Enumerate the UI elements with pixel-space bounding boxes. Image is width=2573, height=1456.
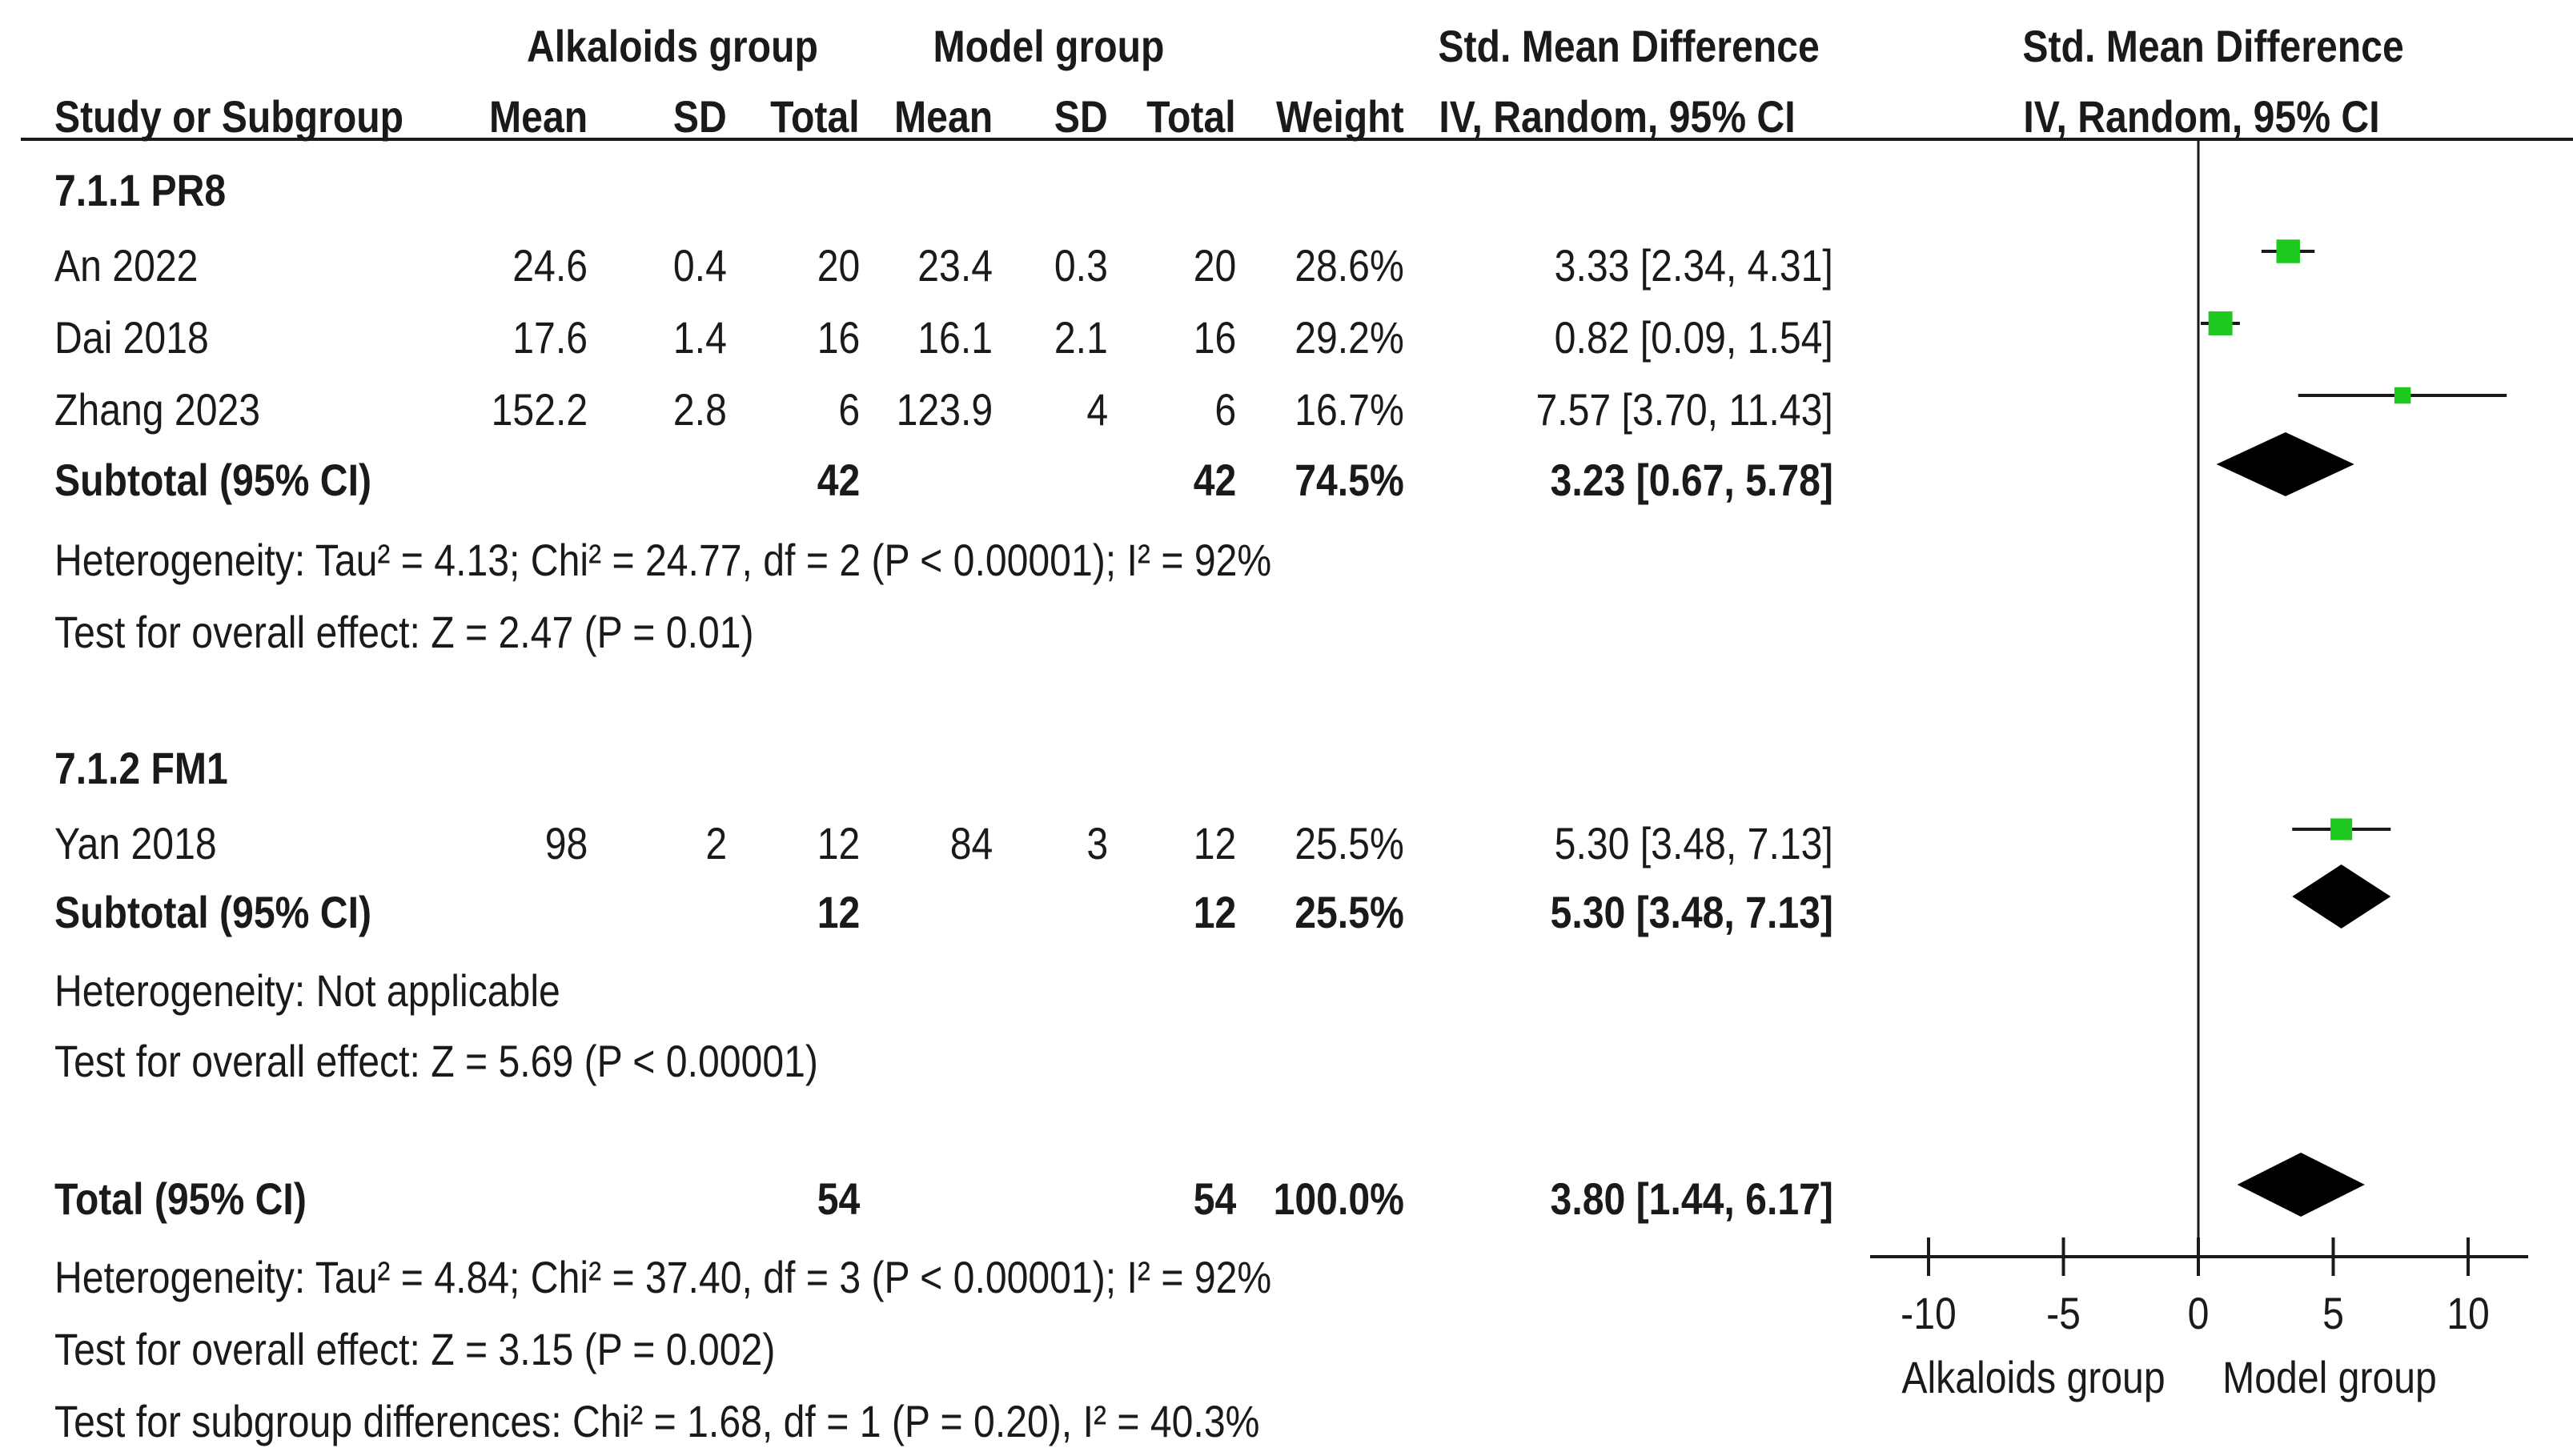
- n2: 16: [1193, 312, 1236, 363]
- weight: 25.5%: [1295, 818, 1404, 868]
- x-tick-label: -5: [2046, 1290, 2081, 1339]
- mean2: 16.1: [917, 312, 993, 363]
- col-total2: Total: [1146, 91, 1236, 142]
- ci: 3.33 [2.34, 4.31]: [1554, 240, 1833, 291]
- overall-effect-total: Test for overall effect: Z = 3.15 (P = 0…: [54, 1324, 776, 1374]
- x-tick-label: -10: [1901, 1290, 1957, 1339]
- x-tick-label: 5: [2322, 1290, 2344, 1339]
- plot-method: IV, Random, 95% CI: [2023, 91, 2380, 142]
- mean2: 23.4: [917, 240, 993, 291]
- smd-header: Std. Mean Difference: [1438, 21, 1820, 71]
- total-n1: 54: [817, 1173, 860, 1224]
- axis-right-label: Model group: [2222, 1354, 2437, 1403]
- summary-diamond: [2292, 864, 2391, 929]
- study-square: [2330, 818, 2353, 840]
- subgroup1-title: 7.1.1 PR8: [54, 165, 227, 215]
- subtotal-weight: 74.5%: [1295, 455, 1404, 505]
- axis-left-label: Alkaloids group: [1901, 1354, 2165, 1403]
- subtotal-ci: 5.30 [3.48, 7.13]: [1550, 887, 1833, 937]
- sd1: 0.4: [673, 240, 727, 291]
- subgroup-differences: Test for subgroup differences: Chi² = 1.…: [54, 1396, 1260, 1446]
- heterogeneity-total: Heterogeneity: Tau² = 4.84; Chi² = 37.40…: [54, 1252, 1272, 1302]
- weight: 28.6%: [1295, 240, 1404, 291]
- study-square: [2208, 311, 2233, 335]
- mean1: 152.2: [491, 384, 588, 435]
- x-tick-label: 10: [2447, 1290, 2490, 1339]
- col-total1: Total: [770, 91, 860, 142]
- x-tick-label: 0: [2188, 1290, 2210, 1339]
- sd2: 4: [1086, 384, 1108, 435]
- study-name: Dai 2018: [54, 312, 209, 363]
- study-square: [2276, 239, 2300, 263]
- overall-effect-2: Test for overall effect: Z = 5.69 (P < 0…: [54, 1036, 818, 1086]
- total-n2: 54: [1193, 1173, 1236, 1224]
- total-label: Total (95% CI): [54, 1173, 307, 1224]
- subtotal-n1: 12: [817, 887, 860, 937]
- subtotal-weight: 25.5%: [1295, 887, 1404, 937]
- n2: 20: [1193, 240, 1236, 291]
- sd2: 2.1: [1054, 312, 1108, 363]
- smd-method: IV, Random, 95% CI: [1439, 91, 1796, 142]
- n2: 12: [1193, 818, 1236, 868]
- heterogeneity-2: Heterogeneity: Not applicable: [54, 965, 560, 1016]
- overall-effect-1: Test for overall effect: Z = 2.47 (P = 0…: [54, 607, 754, 657]
- sd2: 0.3: [1054, 240, 1108, 291]
- col-study: Study or Subgroup: [54, 91, 404, 142]
- col-sd1: SD: [673, 91, 727, 142]
- mean1: 24.6: [512, 240, 588, 291]
- weight: 16.7%: [1295, 384, 1404, 435]
- col-sd2: SD: [1054, 91, 1108, 142]
- group1-header: Alkaloids group: [527, 21, 818, 71]
- col-weight: Weight: [1276, 91, 1404, 142]
- ci: 5.30 [3.48, 7.13]: [1554, 818, 1833, 868]
- study-square: [2394, 387, 2411, 404]
- study-name: Zhang 2023: [54, 384, 261, 435]
- mean1: 98: [544, 818, 588, 868]
- subtotal-n2: 42: [1193, 455, 1236, 505]
- n1: 16: [817, 312, 860, 363]
- mean1: 17.6: [512, 312, 588, 363]
- mean2: 84: [949, 818, 993, 868]
- summary-diamond: [2237, 1153, 2365, 1217]
- study-name: Yan 2018: [54, 818, 217, 868]
- subtotal-label: Subtotal (95% CI): [54, 887, 372, 937]
- group2-header: Model group: [933, 21, 1165, 71]
- weight: 29.2%: [1295, 312, 1404, 363]
- sd1: 1.4: [673, 312, 727, 363]
- total-weight: 100.0%: [1273, 1173, 1404, 1224]
- col-mean1: Mean: [488, 91, 588, 142]
- mean2: 123.9: [896, 384, 993, 435]
- subtotal-n1: 42: [817, 455, 860, 505]
- plot-header: Std. Mean Difference: [2022, 21, 2404, 71]
- n1: 12: [817, 818, 860, 868]
- summary-diamond: [2216, 432, 2354, 496]
- study-name: An 2022: [54, 240, 199, 291]
- sd1: 2.8: [673, 384, 727, 435]
- n2: 6: [1214, 384, 1236, 435]
- subtotal-label: Subtotal (95% CI): [54, 455, 372, 505]
- subtotal-n2: 12: [1193, 887, 1236, 937]
- sd2: 3: [1086, 818, 1108, 868]
- n1: 6: [838, 384, 860, 435]
- subtotal-ci: 3.23 [0.67, 5.78]: [1550, 455, 1833, 505]
- ci: 7.57 [3.70, 11.43]: [1535, 384, 1833, 435]
- sd1: 2: [705, 818, 727, 868]
- col-mean2: Mean: [893, 91, 993, 142]
- heterogeneity-1: Heterogeneity: Tau² = 4.13; Chi² = 24.77…: [54, 535, 1272, 585]
- total-ci: 3.80 [1.44, 6.17]: [1550, 1173, 1833, 1224]
- subgroup2-title: 7.1.2 FM1: [54, 743, 228, 793]
- n1: 20: [817, 240, 860, 291]
- ci: 0.82 [0.09, 1.54]: [1554, 312, 1833, 363]
